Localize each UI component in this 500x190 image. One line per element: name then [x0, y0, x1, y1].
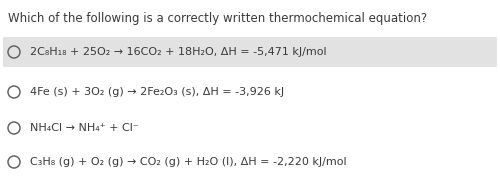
- Text: 2C₈H₁₈ + 25O₂ → 16CO₂ + 18H₂O, ΔH = -5,471 kJ/mol: 2C₈H₁₈ + 25O₂ → 16CO₂ + 18H₂O, ΔH = -5,4…: [30, 47, 326, 57]
- Text: C₃H₈ (g) + O₂ (g) → CO₂ (g) + H₂O (l), ΔH = -2,220 kJ/mol: C₃H₈ (g) + O₂ (g) → CO₂ (g) + H₂O (l), Δ…: [30, 157, 346, 167]
- Text: NH₄Cl → NH₄⁺ + Cl⁻: NH₄Cl → NH₄⁺ + Cl⁻: [30, 123, 139, 133]
- Text: Which of the following is a correctly written thermochemical equation?: Which of the following is a correctly wr…: [8, 12, 427, 25]
- Text: 4Fe (s) + 3O₂ (g) → 2Fe₂O₃ (s), ΔH = -3,926 kJ: 4Fe (s) + 3O₂ (g) → 2Fe₂O₃ (s), ΔH = -3,…: [30, 87, 284, 97]
- FancyBboxPatch shape: [3, 37, 497, 67]
